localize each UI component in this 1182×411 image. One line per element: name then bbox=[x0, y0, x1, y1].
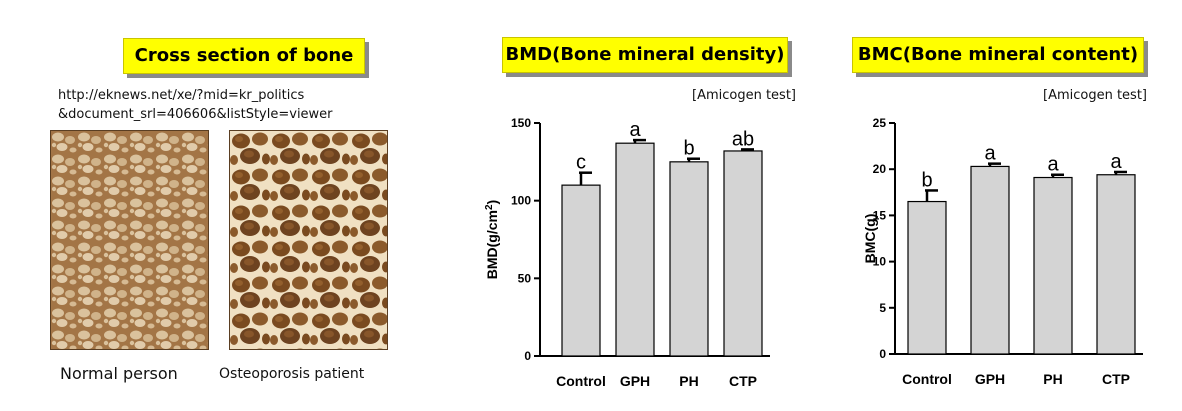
bmd-sig-control: c bbox=[576, 152, 586, 174]
bmc-bar-ctp bbox=[1096, 174, 1136, 355]
bmd-sig-gph: a bbox=[629, 119, 641, 141]
bmc-ytick-label-3: 15 bbox=[873, 208, 887, 222]
caption-normal-person: Normal person bbox=[60, 364, 178, 383]
bmc-chart: 0 5 10 15 20 25 BMC(g) b Control a GPH a PH a CTP bbox=[862, 116, 1143, 387]
bmc-ytick-label-5: 25 bbox=[873, 116, 887, 130]
osteoporosis-bone-texture bbox=[230, 131, 387, 349]
bmd-title: BMD(Bone mineral density) bbox=[502, 37, 788, 73]
bmd-category-ph: PH bbox=[679, 373, 698, 389]
bmc-bar-gph bbox=[970, 165, 1010, 355]
bmc-category-ph: PH bbox=[1043, 371, 1062, 387]
bmc-test-note: [Amicogen test] bbox=[1043, 88, 1147, 103]
bmc-title: BMC(Bone mineral content) bbox=[852, 37, 1144, 73]
source-url-line2: &document_srl=406606&listStyle=viewer bbox=[58, 107, 333, 122]
bmc-ytick-label-0: 0 bbox=[879, 347, 886, 361]
bone-section-title: Cross section of bone bbox=[123, 38, 365, 74]
bmc-ytick-label-2: 10 bbox=[873, 255, 887, 269]
normal-bone-image bbox=[50, 130, 209, 350]
bmc-category-ctp: CTP bbox=[1102, 371, 1130, 387]
source-url: http://eknews.net/xe/?mid=kr_politics &d… bbox=[58, 86, 333, 124]
bmd-ytick-label-0: 0 bbox=[524, 349, 531, 363]
osteoporosis-bone-image bbox=[229, 130, 388, 350]
bmc-bar-ph bbox=[1033, 176, 1073, 355]
normal-bone-texture bbox=[51, 131, 208, 349]
bmc-sig-ctp: a bbox=[1110, 151, 1122, 173]
bmc-ylabel: BMC(g) bbox=[862, 214, 878, 264]
bmd-ytick-label-1: 50 bbox=[518, 271, 532, 285]
source-url-line1: http://eknews.net/xe/?mid=kr_politics bbox=[58, 88, 305, 103]
bmc-sig-gph: a bbox=[984, 143, 996, 165]
bmd-sig-ctp: ab bbox=[732, 128, 754, 150]
bmd-category-control: Control bbox=[556, 373, 606, 389]
bmd-bar-ctp bbox=[723, 150, 763, 357]
bmc-bar-control bbox=[907, 200, 947, 355]
bmc-category-gph: GPH bbox=[975, 371, 1005, 387]
bmd-ytick-label-2: 100 bbox=[511, 194, 531, 208]
bmd-bar-control bbox=[561, 184, 601, 357]
bmd-category-gph: GPH bbox=[620, 373, 650, 389]
bmd-bar-gph bbox=[615, 142, 655, 357]
bmd-category-ctp: CTP bbox=[729, 373, 757, 389]
bmc-sig-ph: a bbox=[1047, 154, 1059, 176]
bmc-ytick-label-1: 5 bbox=[879, 301, 886, 315]
bmc-ytick-label-4: 20 bbox=[873, 162, 887, 176]
caption-osteoporosis-patient: Osteoporosis patient bbox=[219, 366, 365, 382]
bmd-ylabel: BMD(g/cm2) bbox=[484, 200, 501, 279]
bmd-sig-ph: b bbox=[683, 138, 694, 160]
bmd-chart: 0 50 100 150 BMD(g/cm2) c Control a GPH b PH ab CTP bbox=[484, 116, 770, 389]
bmd-ytick-label-3: 150 bbox=[511, 116, 531, 130]
bmc-category-control: Control bbox=[902, 371, 952, 387]
bmd-bar-ph bbox=[669, 161, 709, 357]
bmd-test-note: [Amicogen test] bbox=[692, 88, 796, 103]
bmc-sig-control: b bbox=[921, 169, 932, 191]
